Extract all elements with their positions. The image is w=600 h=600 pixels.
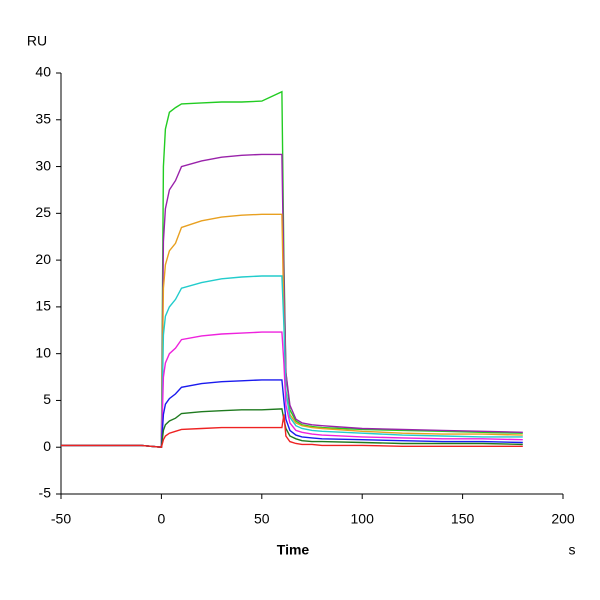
y-tick-label: 10 [35,344,51,360]
series-line [61,414,523,448]
x-tick-label: 100 [351,511,375,527]
series-line [61,153,523,448]
y-tick-label: 15 [35,298,51,314]
x-tick-label: 50 [254,511,270,527]
y-tick-label: -5 [39,485,52,501]
y-tick-label: 5 [43,391,51,407]
x-tick-label: -50 [51,511,71,527]
series-line [61,379,523,448]
y-tick-label: 0 [43,438,51,454]
x-tick-label: 0 [158,511,166,527]
series-line [61,331,523,448]
series-line [61,408,523,448]
series-line [61,213,523,448]
series-line [61,90,523,448]
series-line [61,275,523,448]
x-axis-unit: s [569,542,576,558]
y-axis-label: RU [27,33,47,49]
y-tick-label: 25 [35,204,51,220]
x-axis-label: Time [277,542,310,558]
y-tick-label: 20 [35,251,51,267]
y-tick-label: 40 [35,64,51,80]
y-tick-label: 35 [35,110,51,126]
y-tick-label: 30 [35,157,51,173]
x-tick-label: 200 [551,511,575,527]
x-tick-label: 150 [451,511,475,527]
